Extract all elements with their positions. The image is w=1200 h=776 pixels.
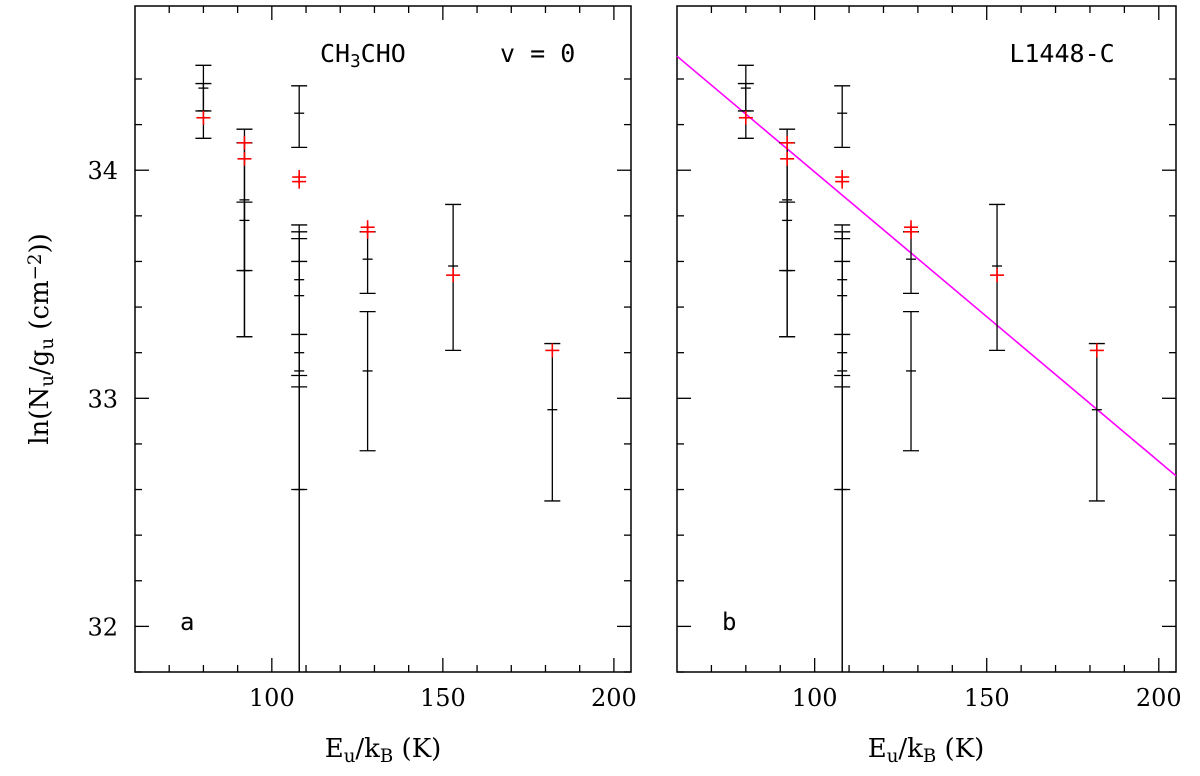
model-point	[990, 268, 1005, 283]
panel-b-fit-line	[676, 55, 1177, 477]
observed-point	[903, 310, 920, 452]
observed-point	[544, 342, 561, 502]
observed-point	[236, 201, 253, 338]
model-point	[738, 110, 753, 125]
panel-a-state-label: v = 0	[500, 39, 575, 68]
panel-a-ytick-labels: 32 33 34	[87, 157, 118, 641]
panel-b-observed-series	[737, 64, 1105, 672]
panel-a: 100 150 200 32 33 34 CH3CHO v = 0 a Eu/kB (K…	[87, 5, 637, 767]
panel-b-source-label: L1448-C	[1009, 39, 1114, 68]
species-label-text: CH3CHO	[320, 39, 406, 72]
panel-b-xtick-labels: 100 150 200	[792, 684, 1182, 712]
observed-point	[359, 310, 376, 452]
observed-point	[1088, 342, 1105, 502]
panel-a-letter: a	[180, 608, 194, 636]
panel-b-frame	[676, 5, 1177, 673]
model-point	[446, 268, 461, 283]
panel-a-model-series	[196, 110, 560, 358]
x-tick-label: 200	[591, 684, 637, 712]
model-point	[545, 343, 560, 358]
model-point	[780, 135, 795, 150]
panel-a-ticks	[135, 6, 631, 673]
y-axis-label: ln(Nu/gu (cm−2))	[25, 233, 58, 445]
observed-point	[834, 85, 851, 149]
panel-a-xlabel: Eu/kB (K)	[325, 734, 442, 767]
model-point	[835, 174, 850, 189]
model-point	[360, 224, 375, 239]
model-point	[780, 151, 795, 166]
panel-b-model-series	[738, 110, 1104, 358]
x-tick-label: 200	[1136, 684, 1182, 712]
x-tick-label: 100	[792, 684, 838, 712]
panel-b: 100 150 200 L1448-C b Eu/kB (K)	[676, 5, 1182, 767]
observed-point	[903, 231, 920, 295]
observed-point	[359, 231, 376, 295]
y-tick-label: 32	[87, 613, 118, 641]
observed-point	[291, 85, 308, 149]
panel-a-observed-series	[195, 64, 561, 672]
model-point	[237, 151, 252, 166]
panel-b-ticks	[677, 6, 1176, 673]
panel-a-xtick-labels: 100 150 200	[249, 684, 637, 712]
panel-b-letter: b	[722, 608, 736, 636]
x-tick-label: 100	[249, 684, 295, 712]
y-tick-label: 33	[87, 385, 118, 413]
model-point	[292, 174, 307, 189]
model-point	[1089, 343, 1104, 358]
y-tick-label: 34	[87, 157, 118, 185]
model-point	[904, 224, 919, 239]
model-point	[237, 135, 252, 150]
observed-point	[779, 201, 796, 338]
panel-a-species-label: CH3CHO	[320, 39, 406, 72]
panel-a-frame	[134, 5, 632, 673]
x-tick-label: 150	[964, 684, 1010, 712]
x-tick-label: 150	[420, 684, 466, 712]
observed-point	[291, 386, 308, 672]
model-point	[196, 110, 211, 125]
panel-b-xlabel: Eu/kB (K)	[868, 734, 985, 767]
observed-point	[834, 386, 851, 672]
